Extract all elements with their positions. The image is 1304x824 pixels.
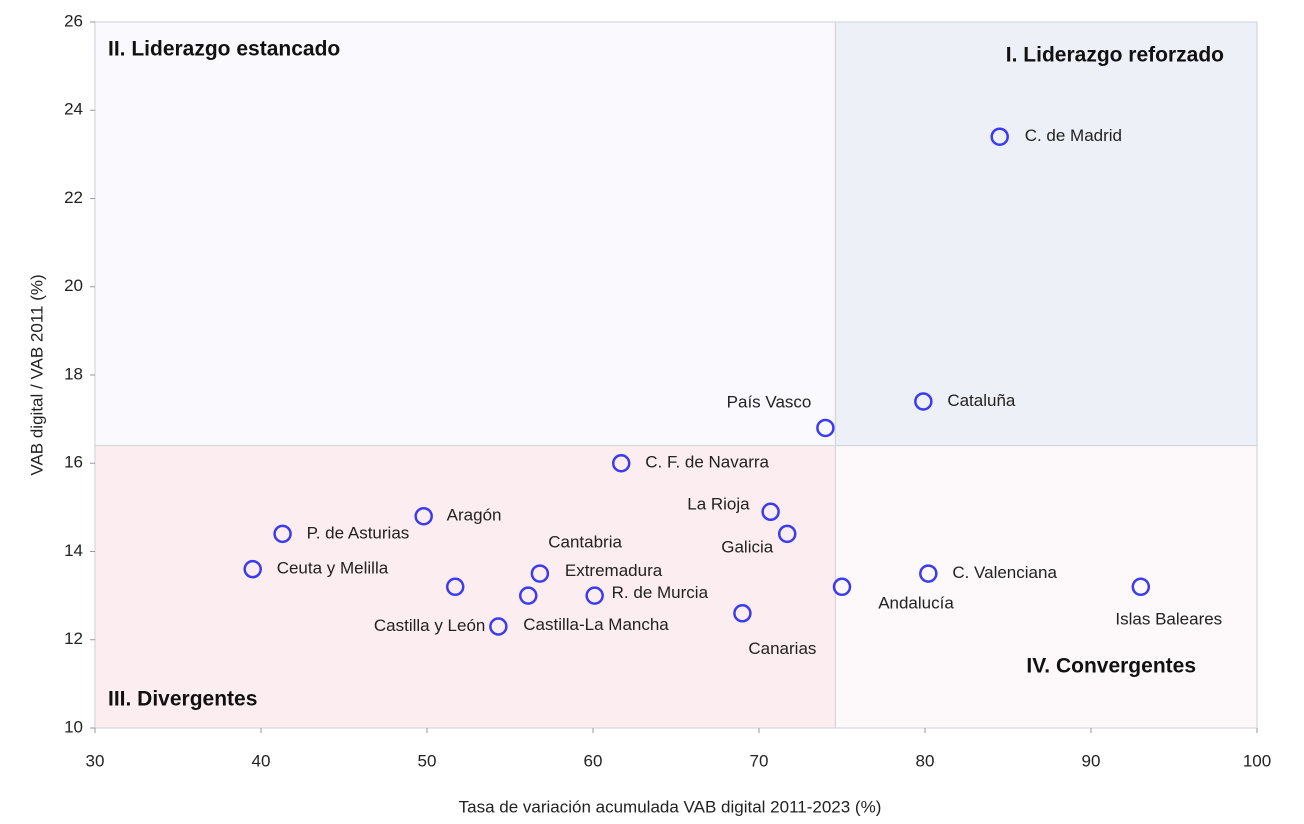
y-tick-label: 10 <box>64 717 83 736</box>
point <box>243 559 262 579</box>
quadrant-label: I. Liderazgo reforzado <box>1006 44 1224 67</box>
point-label: Castilla y León <box>374 616 486 635</box>
y-tick-label: 16 <box>64 453 83 472</box>
point <box>519 586 538 605</box>
x-tick-label: 100 <box>1243 751 1271 770</box>
quadrant <box>835 445 1257 728</box>
x-tick-label: 70 <box>750 751 769 770</box>
point <box>816 418 835 438</box>
y-tick-label: 26 <box>64 11 83 30</box>
point <box>1131 577 1151 597</box>
point-label: Castilla-La Mancha <box>523 615 669 634</box>
point-label: P. de Asturias <box>307 523 410 542</box>
quadrant-label: III. Divergentes <box>108 688 257 711</box>
y-axis-label: VAB digital / VAB 2011 (%) <box>27 274 46 475</box>
y-tick-label: 18 <box>64 364 83 383</box>
point <box>585 586 604 605</box>
point <box>919 564 938 583</box>
point-label: Canarias <box>748 639 816 658</box>
point <box>777 524 797 544</box>
point <box>832 577 852 597</box>
x-tick-label: 90 <box>1082 751 1101 770</box>
point <box>914 392 933 411</box>
point <box>273 524 292 544</box>
quadrant <box>95 445 836 728</box>
point-label: Aragón <box>447 506 502 525</box>
point <box>990 127 1009 146</box>
x-tick-label: 50 <box>418 751 437 770</box>
y-tick-label: 12 <box>64 629 83 648</box>
point-label: Extremadura <box>565 561 663 580</box>
quadrant-label: II. Liderazgo estancado <box>108 38 340 61</box>
quadrant <box>95 22 836 446</box>
point-label: Andalucía <box>878 593 954 612</box>
point <box>733 604 752 623</box>
point-label: Ceuta y Melilla <box>277 559 389 578</box>
point-label: C. F. de Navarra <box>645 453 769 472</box>
x-tick-label: 30 <box>86 751 105 770</box>
point-label: Islas Baleares <box>1115 609 1222 628</box>
quadrant-label: IV. Convergentes <box>1026 655 1196 678</box>
x-axis-label: Tasa de variación acumulada VAB digital … <box>459 797 882 816</box>
y-tick-label: 14 <box>64 541 83 560</box>
point-label: País Vasco <box>727 392 812 411</box>
y-tick-label: 20 <box>64 276 83 295</box>
point-label: La Rioja <box>687 494 750 513</box>
point <box>761 502 780 522</box>
y-tick-label: 24 <box>64 100 83 119</box>
point <box>611 454 631 473</box>
x-tick-label: 40 <box>252 751 271 770</box>
x-tick-label: 60 <box>584 751 603 770</box>
x-tick-label: 80 <box>916 751 935 770</box>
point-label: Galicia <box>721 537 774 556</box>
point-label: Cataluña <box>947 391 1016 410</box>
point-label: Cantabria <box>548 532 622 551</box>
point <box>414 506 433 526</box>
point <box>445 577 465 597</box>
point <box>530 564 550 583</box>
point-label: C. Valenciana <box>952 563 1057 582</box>
point-label: R. de Murcia <box>612 583 709 602</box>
point <box>489 617 508 636</box>
quadrant <box>835 22 1257 446</box>
y-tick-label: 22 <box>64 188 83 207</box>
point-label: C. de Madrid <box>1025 126 1122 145</box>
